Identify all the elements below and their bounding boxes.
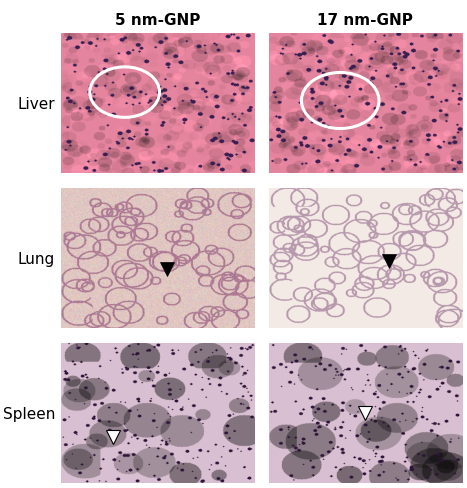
Text: Spleen: Spleen [3,406,55,421]
Text: Lung: Lung [18,251,55,266]
Text: Liver: Liver [17,97,55,112]
Text: 5 nm-GNP: 5 nm-GNP [115,13,200,28]
Text: 17 nm-GNP: 17 nm-GNP [318,13,413,28]
